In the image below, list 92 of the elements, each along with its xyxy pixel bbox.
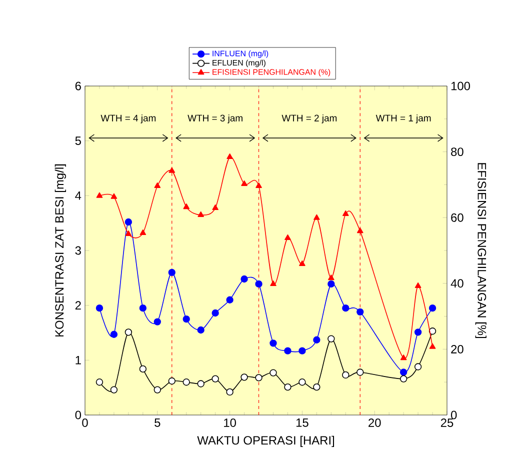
x-tick-label: 10 [224,418,236,427]
point [240,374,248,381]
point [428,304,436,312]
point [284,383,292,391]
point [356,228,364,234]
y2-axis-title: EFISIENSI PENGHILANGAN [%] [475,163,486,338]
point [168,377,176,385]
point [168,268,176,276]
point [342,210,349,216]
point [313,383,320,391]
x-tick-label: 20 [368,418,381,427]
point [110,386,118,394]
point [110,193,118,199]
point [400,375,408,382]
y-tick-label: 0 [75,410,82,420]
point [140,229,146,236]
point [168,167,176,173]
point [139,365,147,373]
point [139,304,147,312]
point [212,204,218,210]
y-tick-label: 4 [75,192,82,200]
point [197,380,204,388]
y-tick-label: 5 [75,136,81,145]
point [183,203,190,210]
y2-tick-label: 80 [451,148,464,156]
y2-tick-label: 20 [451,344,464,354]
point [284,347,292,354]
annotation: WTH = 3 jam [188,114,242,124]
point [356,368,364,376]
point [342,304,350,312]
point [299,260,306,266]
point [154,182,161,188]
point [298,378,306,386]
y-axis-title: KONSENTRASI ZAT BESI [mg/l] [54,164,66,336]
point [96,304,104,312]
y2-tick-label: 0 [450,410,457,420]
y-tick-label: 6 [75,82,81,90]
point [356,308,364,316]
y-tick-label: 3 [75,246,81,255]
point [96,378,104,386]
x-tick-label: 15 [296,418,308,427]
point [270,340,277,347]
point [313,336,320,344]
point [182,378,190,386]
point [414,363,422,370]
point [298,347,306,354]
y2-tick-label: 40 [450,279,464,288]
point [226,296,234,304]
y2-tick-label: 100 [451,82,470,90]
point [96,192,103,198]
point [400,368,408,376]
point [154,386,161,394]
x-axis-title: WAKTU OPERASI [HARI] [197,436,334,447]
point [328,280,335,288]
point [124,328,132,336]
point [125,230,132,236]
x-tick-label: 5 [154,418,160,427]
y-tick-label: 2 [75,301,81,310]
point [226,388,234,396]
point [428,328,436,335]
point [400,354,407,360]
y-tick-label: 1 [76,356,81,364]
annotation: WTH = 4 jam [100,114,156,124]
point [270,369,277,376]
point [314,214,320,220]
point [154,318,161,326]
point [124,218,132,226]
x-tick-label: 0 [82,418,88,427]
point [429,343,436,349]
annotation: WTH = 1 jam [376,114,431,124]
point [212,375,219,382]
point [328,274,334,280]
point [255,374,262,382]
point [328,335,335,342]
point [110,330,118,338]
point [342,371,350,379]
point [212,309,219,317]
point [226,153,233,160]
y2-tick-label: 60 [451,213,464,222]
point [197,326,204,334]
point [240,275,248,283]
point [198,211,204,217]
point [270,280,276,286]
annotation: WTH = 2 jam [282,114,337,124]
x-tick-label: 25 [440,418,454,427]
point [414,328,422,336]
point [284,234,291,240]
point [255,280,262,288]
point [182,315,190,323]
point [414,282,422,288]
point [241,180,248,186]
point [256,182,262,188]
